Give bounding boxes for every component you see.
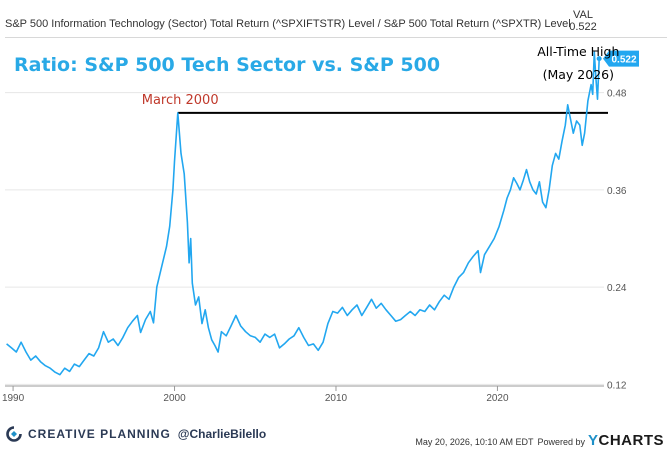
grid-layer: [5, 92, 604, 385]
ycharts-logo-text: CHARTS: [598, 432, 664, 449]
axis-layer: 0.12 0.24 0.36 0.48 1990 2000 2010 2020: [2, 89, 627, 404]
annotation-may-2026: (May 2026): [543, 67, 614, 82]
x-tick-label: 2000: [163, 393, 186, 404]
last-point-marker: [596, 56, 602, 62]
ratio-series-line: [6, 51, 600, 376]
footer-credit: May 20, 2026, 10:10 AM EDT Powered by YC…: [415, 432, 664, 449]
ycharts-logo[interactable]: YCHARTS: [588, 432, 664, 449]
value-column-header: VAL: [573, 9, 593, 21]
annotation-layer: 0.522 Ratio: S&P 500 Tech Sector vs. S&P …: [14, 44, 639, 108]
chart-title: Ratio: S&P 500 Tech Sector vs. S&P 500: [14, 54, 440, 76]
ycharts-logo-y: Y: [587, 432, 599, 449]
last-value-label: 0.522: [611, 55, 636, 66]
x-tick-label: 2010: [325, 393, 348, 404]
y-tick-label: 0.24: [607, 283, 627, 294]
x-tick-label: 2020: [486, 393, 509, 404]
timestamp: May 20, 2026, 10:10 AM EDT: [415, 437, 534, 447]
annotation-march-2000: March 2000: [142, 93, 219, 108]
powered-by-label: Powered by: [537, 437, 585, 447]
annotation-all-time-high: All-Time High: [537, 44, 619, 59]
last-value-badge: [603, 50, 639, 67]
ratio-line-chart: 0.12 0.24 0.36 0.48 1990 2000 2010 2020 0.522 Ra…: [2, 44, 639, 404]
y-tick-label: 0.48: [607, 89, 627, 100]
author-handle: @CharlieBilello: [177, 427, 267, 441]
y-tick-label: 0.12: [607, 380, 627, 391]
x-tick-label: 1990: [2, 393, 25, 404]
current-value: 0.522: [569, 21, 597, 33]
brand-name: CREATIVE PLANNING: [28, 427, 171, 441]
header-divider: [5, 37, 667, 38]
creative-planning-logo-icon: [6, 426, 22, 442]
y-tick-label: 0.36: [607, 186, 627, 197]
series-title: S&P 500 Information Technology (Sector) …: [5, 18, 571, 30]
chart-header: S&P 500 Information Technology (Sector) …: [5, 9, 667, 35]
series-layer: [6, 51, 602, 376]
footer-branding: CREATIVE PLANNING @CharlieBilello: [6, 424, 266, 444]
